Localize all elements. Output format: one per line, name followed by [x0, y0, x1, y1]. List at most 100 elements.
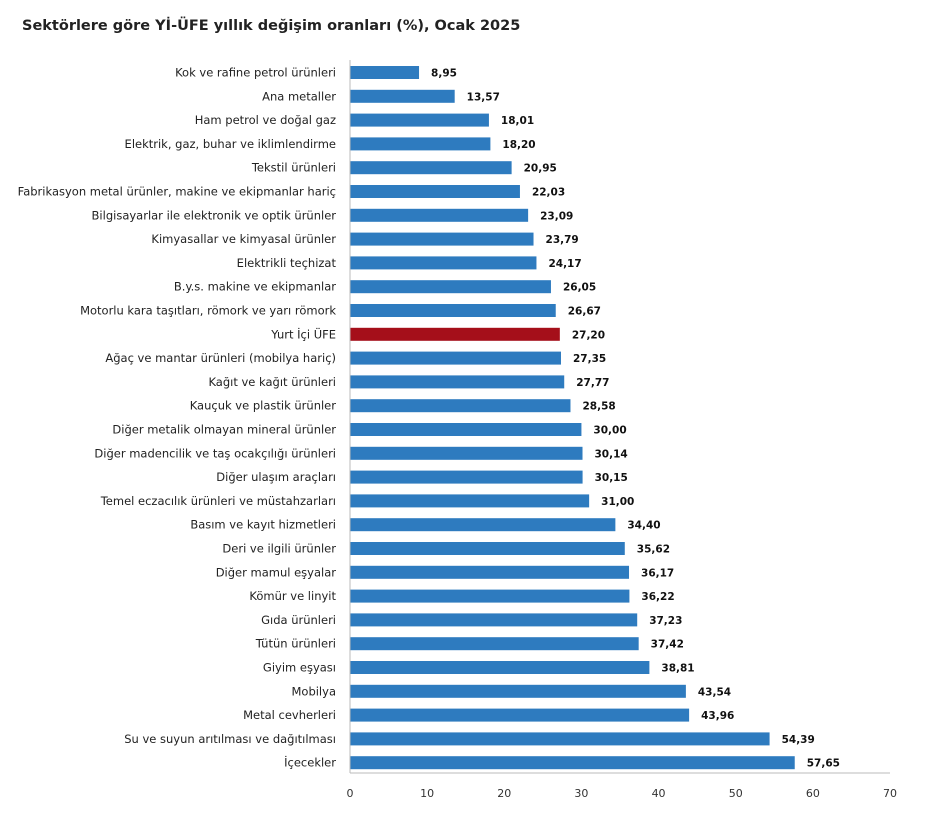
category-label: Ana metaller	[262, 89, 336, 103]
bar	[350, 589, 630, 603]
category-label: Kağıt ve kağıt ürünleri	[208, 375, 336, 389]
x-tick-label: 30	[574, 787, 588, 800]
bar	[350, 684, 686, 698]
x-tick-label: 60	[806, 787, 820, 800]
bar	[350, 137, 491, 151]
x-tick-label: 50	[729, 787, 743, 800]
bar	[350, 470, 583, 484]
category-label: Diğer madencilik ve taş ocakçılığı ürünl…	[94, 446, 336, 460]
value-label: 57,65	[807, 758, 840, 770]
category-label: Kimyasallar ve kimyasal ürünler	[151, 232, 336, 246]
bar	[350, 565, 630, 579]
value-label: 18,20	[502, 139, 535, 151]
category-label: B.y.s. makine ve ekipmanlar	[174, 280, 336, 294]
category-label: Su ve suyun arıtılması ve dağıtılması	[124, 732, 336, 746]
value-label: 36,22	[641, 591, 674, 603]
category-label: Deri ve ilgili ürünler	[222, 542, 336, 556]
category-label: Kömür ve linyit	[249, 589, 336, 603]
category-label: Bilgisayarlar ile elektronik ve optik ür…	[92, 208, 337, 222]
bar	[350, 280, 551, 294]
bar	[350, 423, 582, 436]
value-label: 54,39	[782, 734, 815, 746]
bar	[350, 542, 625, 555]
category-label: İçecekler	[284, 755, 336, 770]
value-label: 23,79	[546, 234, 579, 246]
value-label: 30,14	[595, 448, 628, 460]
x-tick-label: 0	[347, 787, 354, 800]
bar	[350, 66, 420, 79]
category-label: Tekstil ürünleri	[251, 161, 336, 175]
x-tick-label: 20	[497, 787, 511, 800]
value-label: 43,54	[698, 686, 731, 698]
value-label: 27,20	[572, 329, 605, 341]
x-tick-label: 40	[652, 787, 666, 800]
category-label: Elektrikli teçhizat	[237, 256, 337, 270]
bar	[350, 637, 639, 651]
category-label: Gıda ürünleri	[261, 613, 336, 627]
bar	[350, 399, 571, 413]
category-label: Temel eczacılık ürünleri ve müstahzarlar…	[100, 494, 336, 508]
bar	[350, 351, 561, 365]
value-label: 35,62	[637, 544, 670, 556]
value-label: 20,95	[524, 163, 557, 175]
value-label: 13,57	[467, 91, 500, 103]
bar	[350, 494, 590, 508]
bar	[350, 304, 556, 317]
bar	[350, 446, 583, 460]
bar-highlight	[350, 327, 560, 341]
category-label: Yurt İçi ÜFE	[270, 325, 336, 341]
category-label: Diğer ulaşım araçları	[216, 470, 336, 484]
category-label: Metal cevherleri	[243, 708, 336, 722]
category-label: Tütün ürünleri	[255, 637, 336, 651]
category-label: Kok ve rafine petrol ürünleri	[175, 66, 336, 80]
bar	[350, 661, 650, 674]
value-label: 30,00	[593, 425, 626, 437]
value-label: 26,67	[568, 306, 601, 318]
value-label: 34,40	[627, 520, 660, 532]
category-label: Mobilya	[291, 684, 336, 698]
bar	[350, 232, 534, 246]
bar	[350, 89, 455, 103]
category-label: Ham petrol ve doğal gaz	[195, 113, 336, 127]
bar	[350, 756, 795, 770]
bar	[350, 256, 537, 270]
category-label: Ağaç ve mantar ürünleri (mobilya hariç)	[105, 351, 336, 365]
category-label: Motorlu kara taşıtları, römork ve yarı r…	[80, 304, 336, 318]
bar	[350, 113, 489, 127]
bar	[350, 375, 565, 389]
category-label: Elektrik, gaz, buhar ve iklimlendirme	[125, 137, 336, 151]
value-label: 36,17	[641, 567, 674, 579]
x-tick-label: 70	[883, 787, 897, 800]
value-label: 43,96	[701, 710, 734, 722]
chart-title: Sektörlere göre Yİ-ÜFE yıllık değişim or…	[22, 18, 521, 34]
x-tick-label: 10	[420, 787, 434, 800]
value-label: 24,17	[548, 258, 581, 270]
bar	[350, 613, 638, 627]
bar	[350, 708, 690, 722]
category-label: Giyim eşyası	[263, 661, 336, 675]
value-label: 37,42	[651, 639, 684, 651]
value-label: 37,23	[649, 615, 682, 627]
bar	[350, 161, 512, 175]
category-label: Diğer mamul eşyalar	[216, 565, 337, 579]
value-label: 22,03	[532, 187, 565, 199]
value-label: 31,00	[601, 496, 634, 508]
value-label: 27,35	[573, 353, 606, 365]
bar	[350, 185, 520, 198]
value-label: 8,95	[431, 68, 457, 80]
bar	[350, 208, 529, 222]
category-label: Basım ve kayıt hizmetleri	[190, 518, 336, 532]
value-label: 18,01	[501, 115, 534, 127]
bar	[350, 732, 770, 746]
category-label: Kauçuk ve plastik ürünler	[190, 399, 337, 413]
value-label: 38,81	[661, 663, 694, 675]
bar	[350, 518, 616, 532]
value-label: 30,15	[595, 472, 628, 484]
category-label: Diğer metalik olmayan mineral ürünler	[112, 423, 336, 437]
value-label: 28,58	[582, 401, 615, 413]
value-label: 26,05	[563, 282, 596, 294]
value-label: 23,09	[540, 210, 573, 222]
value-label: 27,77	[576, 377, 609, 389]
category-label: Fabrikasyon metal ürünler, makine ve eki…	[18, 185, 336, 199]
